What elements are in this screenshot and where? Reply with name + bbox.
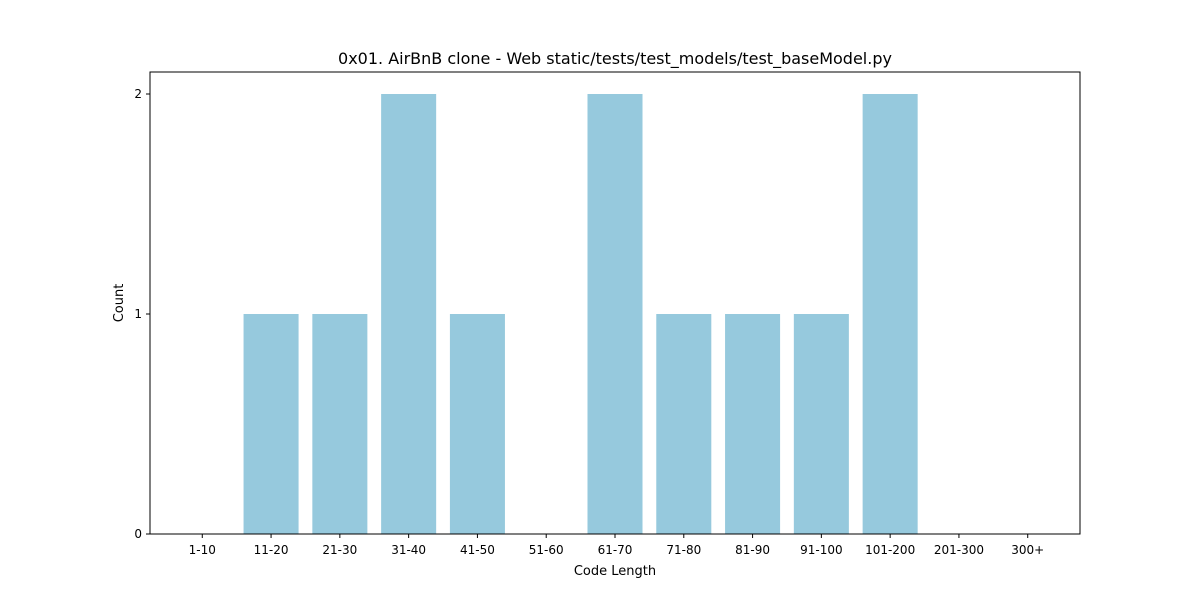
x-axis-ticks: 1-10 11-20 21-30 31-40 41-50 51-60 61-70 71-80 8…: [189, 534, 1044, 557]
x-tick-label: 51-60: [529, 543, 564, 557]
bar-71-80: [656, 314, 712, 534]
x-tick-label: 31-40: [391, 543, 426, 557]
x-tick-label: 11-20: [254, 543, 289, 557]
bar-21-30: [312, 314, 368, 534]
x-tick-label: 61-70: [598, 543, 633, 557]
x-tick-label: 101-200: [865, 543, 915, 557]
chart-title: 0x01. AirBnB clone - Web static/tests/te…: [338, 49, 892, 69]
bar-81-90: [725, 314, 781, 534]
y-axis-label: Count: [112, 284, 127, 323]
x-tick-label: 300+: [1011, 543, 1044, 557]
x-tick-label: 41-50: [460, 543, 495, 557]
bar-31-40: [381, 94, 437, 534]
x-axis-label: Code Length: [574, 564, 656, 579]
bar-41-50: [449, 314, 505, 534]
x-tick-label: 201-300: [934, 543, 984, 557]
x-tick-label: 91-100: [800, 543, 843, 557]
y-axis-ticks: 0 1 2: [134, 87, 150, 541]
x-tick-label: 81-90: [735, 543, 770, 557]
x-tick-label: 71-80: [666, 543, 701, 557]
x-tick-label: 21-30: [322, 543, 357, 557]
bars-group: [243, 94, 918, 534]
y-tick-label: 2: [134, 87, 142, 101]
bar-11-20: [243, 314, 299, 534]
y-tick-label: 0: [134, 527, 142, 541]
bar-61-70: [587, 94, 643, 534]
x-tick-label: 1-10: [189, 543, 216, 557]
bar-101-200: [862, 94, 918, 534]
y-tick-label: 1: [134, 307, 142, 321]
bar-91-100: [793, 314, 849, 534]
